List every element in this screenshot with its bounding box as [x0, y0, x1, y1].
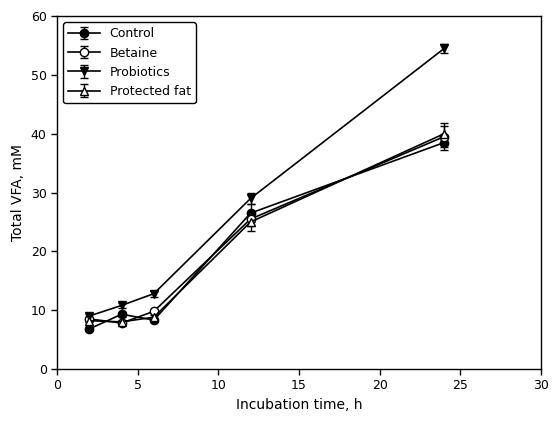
X-axis label: Incubation time, h: Incubation time, h	[236, 398, 362, 412]
Y-axis label: Total VFA, mM: Total VFA, mM	[11, 144, 25, 241]
Legend: Control, Betaine, Probiotics, Protected fat: Control, Betaine, Probiotics, Protected …	[63, 22, 195, 103]
